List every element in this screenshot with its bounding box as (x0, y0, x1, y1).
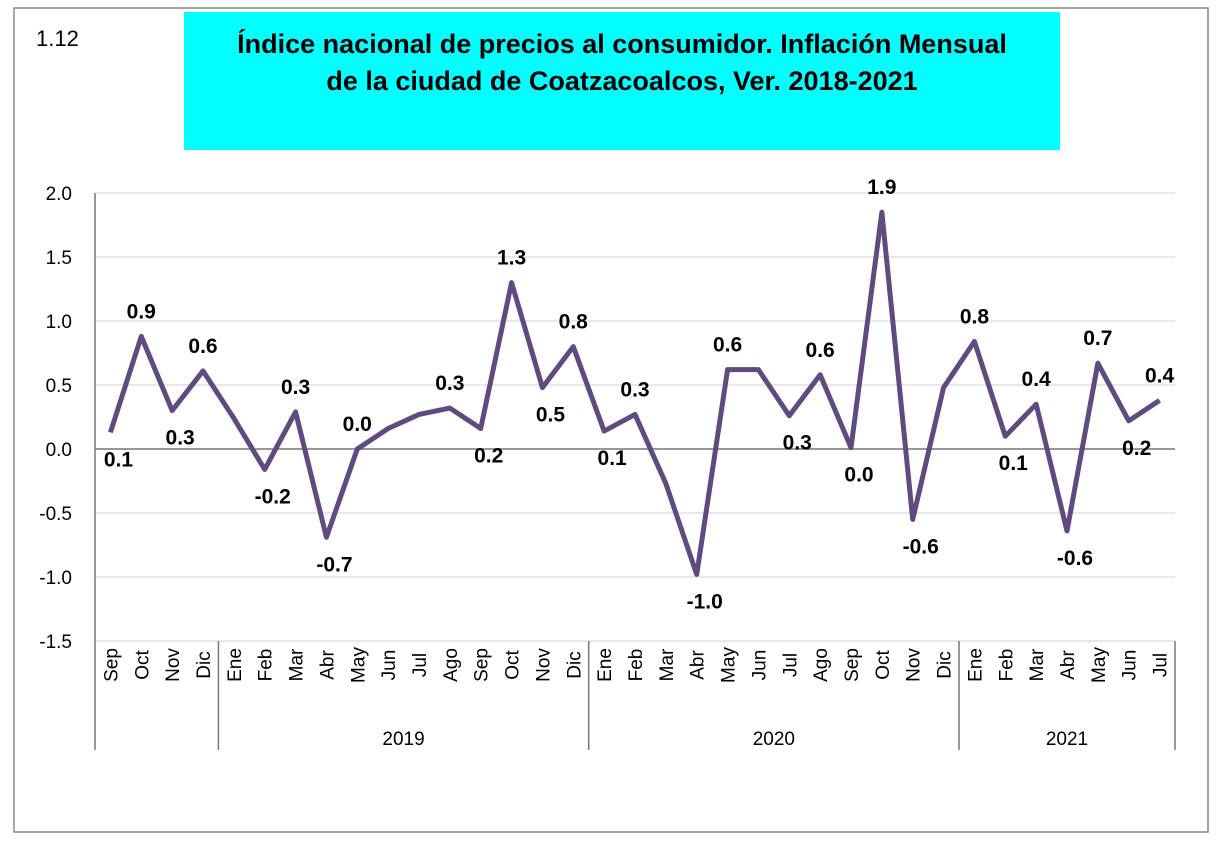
x-tick-label: Ago (441, 648, 462, 682)
x-tick-label: Feb (626, 649, 647, 682)
data-label: 0.3 (435, 372, 464, 395)
data-label: -0.6 (1057, 547, 1093, 570)
data-label: 0.3 (281, 376, 310, 399)
x-tick-label: Dic (194, 651, 215, 678)
x-tick-label: Sep (101, 648, 122, 682)
x-tick-label: Nov (904, 648, 925, 682)
group-label: 2019 (382, 729, 424, 750)
data-label: 0.4 (1022, 368, 1052, 391)
chart-title: Índice nacional de precios al consumidor… (184, 12, 1060, 150)
data-label: 0.6 (806, 339, 835, 362)
x-tick-label: May (1089, 647, 1110, 683)
y-tick-label: 0.0 (46, 440, 72, 461)
data-label: 0.5 (536, 404, 566, 427)
title-line: Índice nacional de precios al consumidor… (237, 29, 1007, 59)
x-tick-label: May (348, 647, 369, 683)
group-label: 2020 (753, 729, 795, 750)
x-tick-label: Oct (873, 650, 894, 680)
title-line: de la ciudad de Coatzacoalcos, Ver. 2018… (326, 66, 918, 96)
y-tick-label: -1.5 (39, 632, 72, 653)
x-tick-label: Oct (503, 650, 524, 680)
data-label: 0.9 (127, 300, 156, 323)
x-tick-label: Jun (1120, 650, 1141, 681)
y-tick-label: 1.5 (46, 248, 72, 269)
data-label: 0.3 (783, 432, 812, 455)
x-tick-label: Jun (379, 650, 400, 681)
data-label: -1.0 (687, 590, 723, 613)
data-label: -0.7 (316, 553, 352, 576)
x-tick-label: Sep (472, 648, 493, 682)
x-tick-label: Jul (780, 653, 801, 677)
y-tick-label: -1.0 (39, 568, 72, 589)
x-tick-label: Nov (163, 648, 184, 682)
x-tick-label: Dic (935, 651, 956, 678)
x-tick-label: Abr (1058, 650, 1079, 680)
x-tick-label: Mar (657, 648, 678, 681)
data-label: -0.2 (255, 485, 291, 508)
x-tick-label: Jul (1151, 653, 1172, 677)
x-tick-label: Abr (317, 650, 338, 680)
data-label: 1.9 (867, 176, 896, 199)
data-label: 0.2 (1122, 437, 1151, 460)
y-tick-label: 2.0 (46, 184, 72, 205)
data-label: 0.3 (620, 378, 649, 401)
data-label: 0.7 (1083, 327, 1112, 350)
data-label: 0.1 (999, 452, 1029, 475)
x-tick-label: Ene (965, 648, 986, 682)
x-tick-label: Ene (225, 648, 246, 682)
x-tick-label: Nov (533, 648, 554, 682)
x-tick-label: Mar (1027, 648, 1048, 681)
data-label: 0.6 (713, 334, 742, 357)
data-label: 0.8 (559, 311, 589, 334)
y-tick-label: 1.0 (46, 312, 72, 333)
x-tick-label: Sep (842, 648, 863, 682)
corner-label: 1.12 (36, 26, 79, 51)
data-label: -0.6 (903, 535, 939, 558)
data-label: 0.3 (166, 427, 195, 450)
y-tick-label: -0.5 (39, 504, 72, 525)
data-label: 0.6 (188, 335, 217, 358)
x-tick-label: Oct (132, 650, 153, 680)
x-tick-label: Ago (811, 648, 832, 682)
data-label: 0.2 (474, 445, 503, 468)
x-tick-label: Dic (564, 651, 585, 678)
group-label: 2021 (1046, 729, 1088, 750)
x-tick-label: Feb (996, 649, 1017, 682)
data-label: 0.8 (960, 305, 990, 328)
x-tick-label: Jul (410, 653, 431, 677)
data-label: 0.0 (343, 413, 372, 436)
x-tick-label: Feb (256, 649, 277, 682)
data-label: 0.1 (598, 447, 628, 470)
data-line (108, 209, 1161, 577)
x-tick-label: Mar (287, 648, 308, 681)
data-label: 0.1 (104, 448, 134, 471)
y-tick-label: 0.5 (46, 376, 72, 397)
x-tick-label: Abr (688, 650, 709, 680)
data-label: 0.4 (1145, 364, 1175, 387)
x-tick-label: Ene (595, 648, 616, 682)
x-tick-label: Jun (749, 650, 770, 681)
data-label: 1.3 (497, 247, 526, 270)
data-label: 0.0 (844, 464, 873, 487)
x-tick-label: May (719, 647, 740, 683)
